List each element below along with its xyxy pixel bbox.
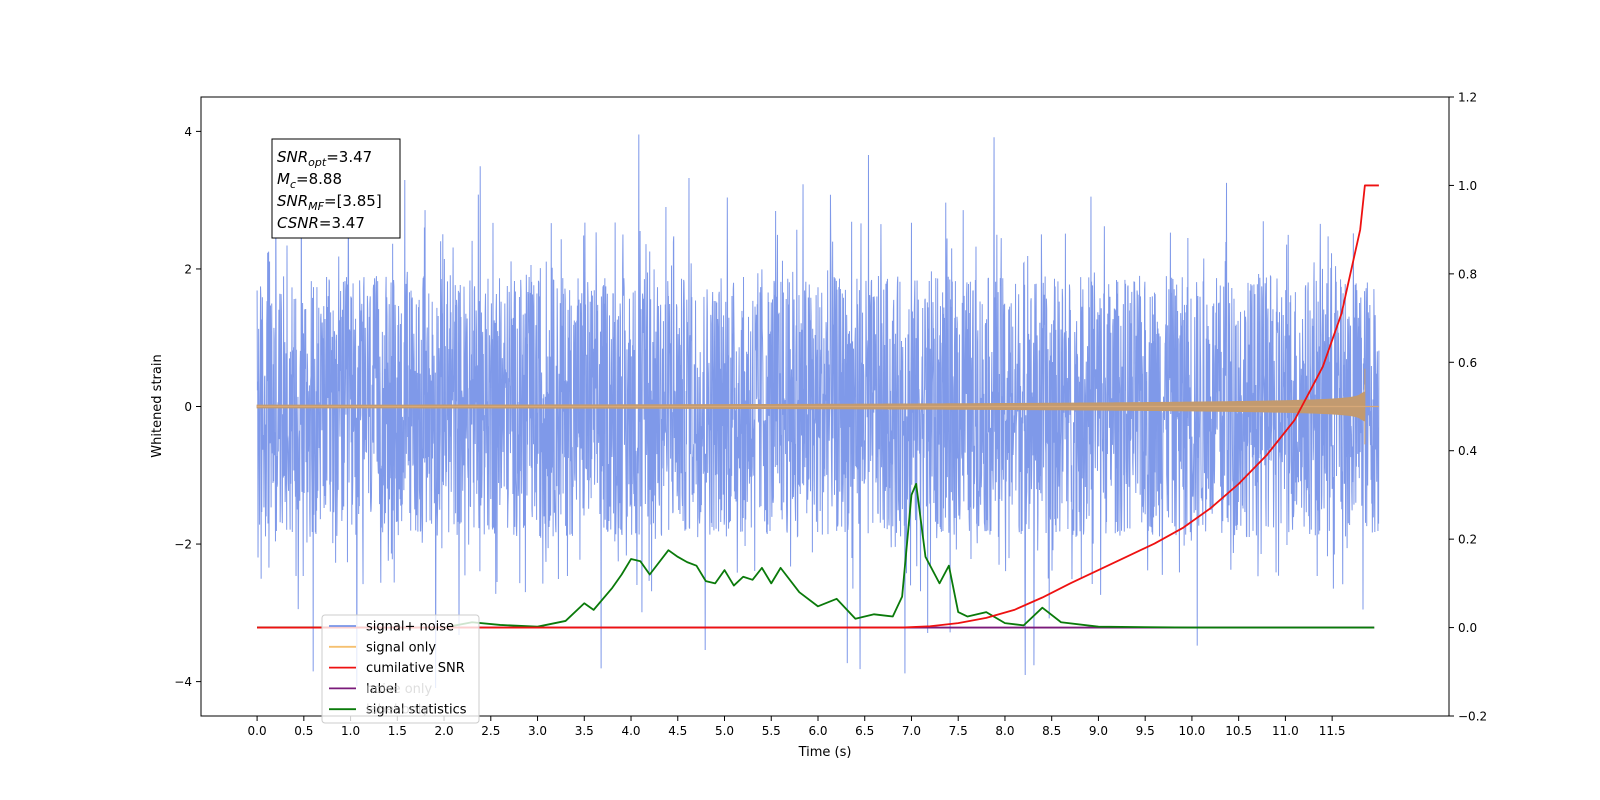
y-right-tick-label: −0.2 — [1458, 710, 1487, 724]
y-right-tick-label: 0.6 — [1458, 356, 1477, 370]
x-tick-label: 7.5 — [949, 724, 968, 738]
annotation-line: CSNR=3.47 — [277, 214, 365, 232]
x-tick-label: 8.0 — [995, 724, 1014, 738]
y-left-tick-label: 0 — [184, 400, 192, 414]
x-tick-label: 11.5 — [1319, 724, 1346, 738]
y-axis-label: Whitened strain — [150, 354, 165, 457]
y-left-tick-label: −2 — [174, 538, 192, 552]
x-tick-label: 1.0 — [341, 724, 360, 738]
x-tick-label: 6.0 — [808, 724, 827, 738]
y-right-tick-label: 1.2 — [1458, 91, 1477, 105]
x-tick-label: 2.5 — [481, 724, 500, 738]
y-right-tick-label: 0.4 — [1458, 444, 1477, 458]
y-left-tick-label: −4 — [174, 675, 192, 689]
x-tick-label: 10.5 — [1225, 724, 1252, 738]
y-right-axis-ticks: 1.2 1.0 0.8 0.6 0.4 0.2 0.0 −0.2 — [1449, 91, 1487, 724]
x-tick-label: 4.0 — [621, 724, 640, 738]
legend-entry-label: signal only — [366, 640, 436, 655]
x-tick-label: 3.0 — [528, 724, 547, 738]
x-tick-label: 5.0 — [715, 724, 734, 738]
legend-entry-label: signal+ noise — [366, 620, 454, 635]
annotation-frame — [271, 138, 401, 239]
annotation-var: SNR — [277, 148, 308, 166]
legend: signal+ noise signal only cumilative SNR la… — [321, 614, 480, 724]
legend-entry-label: signal statistics — [366, 703, 467, 718]
y-right-tick-label: 0.2 — [1458, 533, 1477, 547]
x-tick-label: 6.5 — [855, 724, 874, 738]
x-tick-label: 9.0 — [1089, 724, 1108, 738]
annotation-subscript: c — [290, 178, 296, 191]
annotation-var: SNR — [277, 192, 308, 210]
y-right-tick-label: 0.8 — [1458, 267, 1477, 281]
legend-entry-label: label — [366, 682, 397, 697]
y-left-axis-ticks: 4 2 0 −2 −4 — [174, 125, 201, 689]
x-tick-label: 1.5 — [388, 724, 407, 738]
x-tick-label: 10.0 — [1179, 724, 1206, 738]
y-right-tick-label: 1.0 — [1458, 179, 1477, 193]
legend-frame — [321, 614, 480, 724]
x-tick-label: 9.5 — [1136, 724, 1155, 738]
legend-ghost-label: noise only — [366, 682, 433, 697]
annotation-value: =3.47 — [319, 214, 365, 232]
annotation-value: =3.47 — [326, 148, 372, 166]
legend-ghost-label: label only — [366, 703, 429, 718]
annotation-subscript: MF — [308, 200, 324, 213]
x-tick-label: 0.5 — [294, 724, 313, 738]
y-left-tick-label: 2 — [184, 262, 192, 276]
x-tick-label: 5.5 — [762, 724, 781, 738]
x-axis-label: Time (s) — [798, 745, 852, 760]
annotation-line: SNRMF=[3.85] — [277, 192, 382, 213]
annotation-subscript: opt — [308, 156, 327, 169]
x-axis-ticks: 0.0 0.5 1.0 1.5 2.0 2.5 3.0 3.5 4.0 4.5 5.0 5.5 6.0 6… — [248, 716, 1346, 738]
series-line-signal-noise — [256, 134, 1380, 688]
annotation-line: Mc=8.88 — [277, 170, 342, 191]
x-tick-label: 7.0 — [902, 724, 921, 738]
x-tick-label: 8.5 — [1042, 724, 1061, 738]
y-left-tick-label: 4 — [184, 125, 192, 139]
annotation-value: =8.88 — [296, 170, 342, 188]
legend-entry-label: cumilative SNR — [366, 661, 465, 676]
x-tick-label: 0.0 — [248, 724, 267, 738]
series-line-signal-statistics — [257, 482, 1375, 629]
annotation-value: =[3.85] — [324, 192, 382, 210]
x-tick-label: 4.5 — [668, 724, 687, 738]
x-tick-label: 2.0 — [435, 724, 454, 738]
y-right-tick-label: 0.0 — [1458, 621, 1477, 635]
x-tick-label: 11.0 — [1272, 724, 1299, 738]
noise-band-group — [256, 134, 1380, 688]
x-tick-label: 3.5 — [575, 724, 594, 738]
annotation-line: SNRopt=3.47 — [277, 148, 372, 169]
signal-only-group — [256, 368, 1379, 445]
annotation-var: CSNR — [277, 214, 319, 232]
annotation-var: M — [277, 170, 290, 188]
series-line-cumilative-snr — [257, 184, 1379, 629]
